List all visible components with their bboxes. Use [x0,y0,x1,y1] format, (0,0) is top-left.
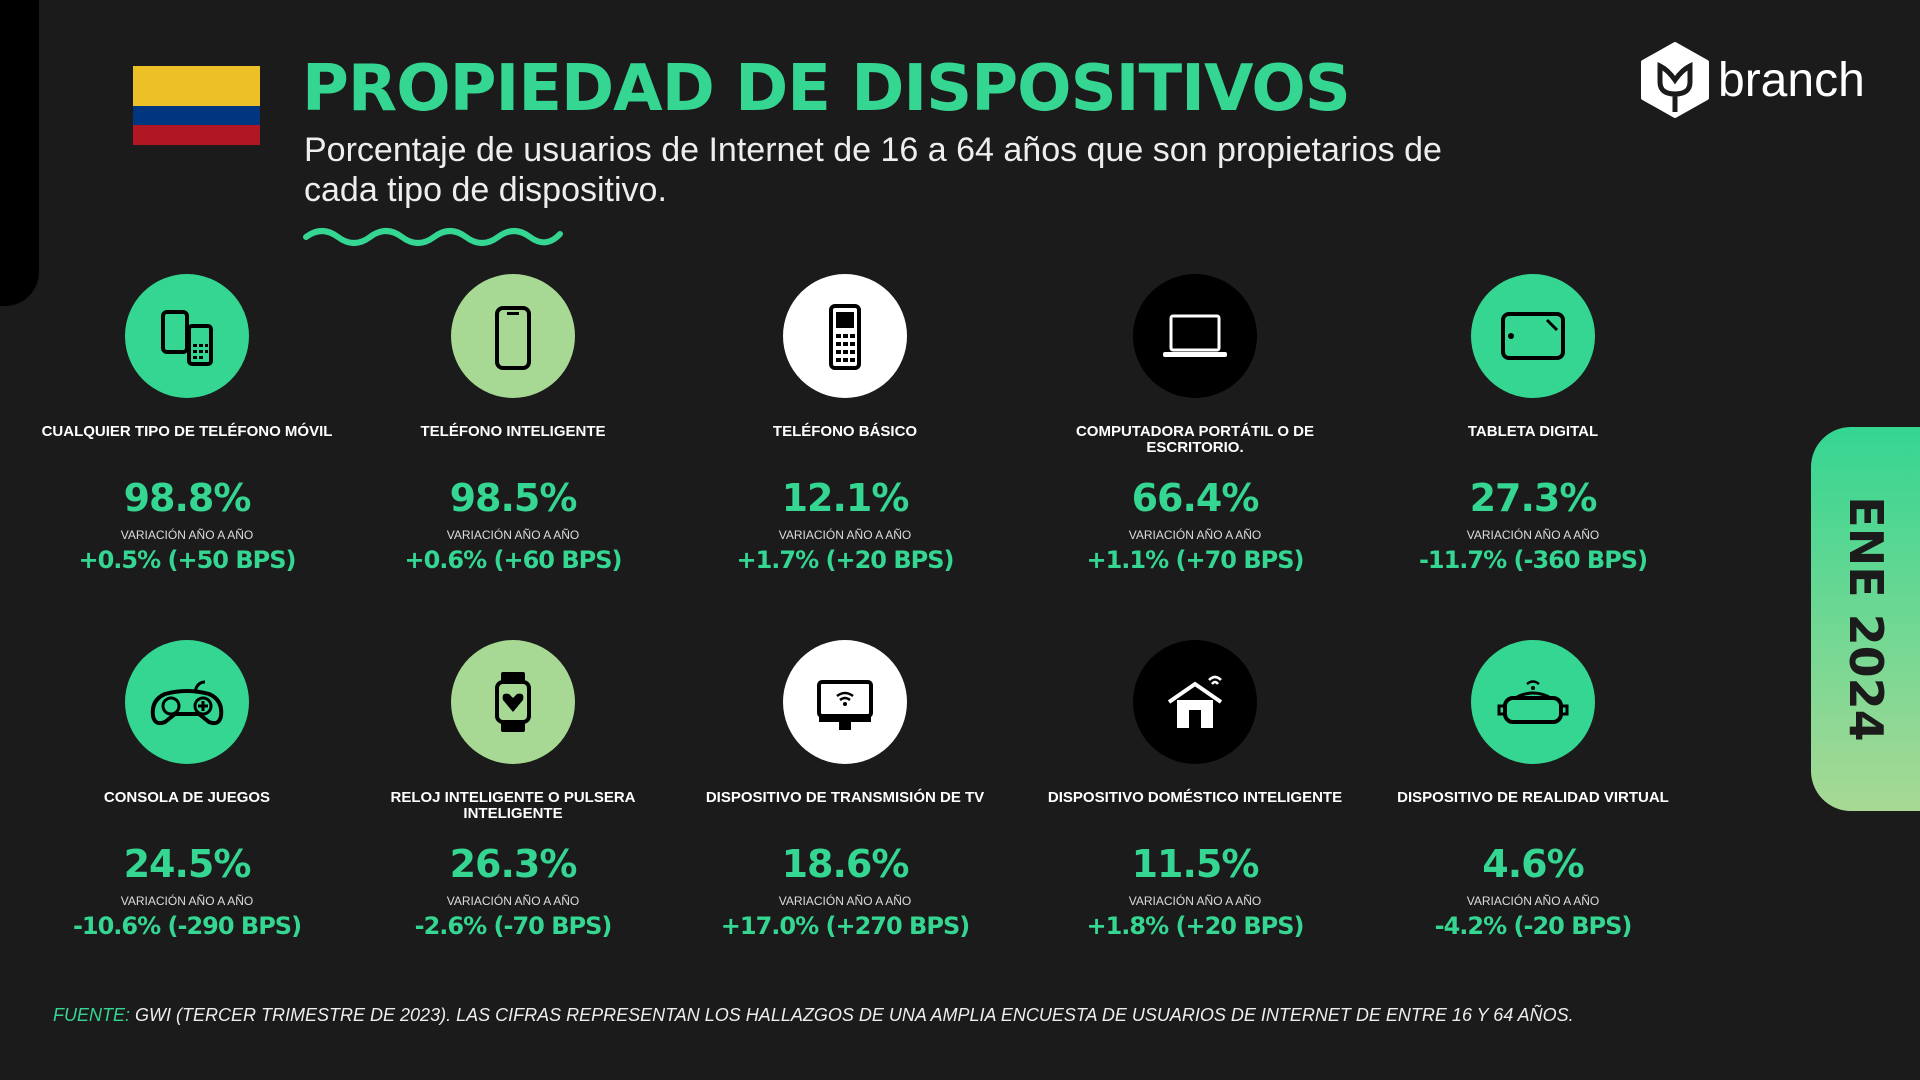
device-percentage: 12.1% [781,476,910,520]
device-percentage: 27.3% [1469,476,1598,520]
device-card: CONSOLA DE JUEGOS 24.5% VARIACIÓN AÑO A … [37,640,337,940]
icon-circle [783,274,907,398]
icon-circle [125,640,249,764]
source-text: GWI (TERCER TRIMESTRE DE 2023). LAS CIFR… [135,1005,1574,1025]
icon-circle [451,640,575,764]
gamepad-icon [150,680,224,726]
feature-phone-icon [829,304,861,370]
branch-logo: branch [1640,42,1865,118]
brand-name: branch [1718,53,1865,107]
page-title: PROPIEDAD DE DISPOSITIVOS [302,52,1351,126]
variation-value: -10.6% (-290 BPS) [72,912,302,940]
device-percentage: 66.4% [1131,476,1260,520]
branch-logo-icon [1641,42,1709,118]
wave-decoration [303,228,563,246]
variation-label: VARIACIÓN AÑO A AÑO [446,528,580,542]
variation-label: VARIACIÓN AÑO A AÑO [778,894,912,908]
variation-value: +17.0% (+270 BPS) [720,912,970,940]
device-percentage: 98.5% [449,476,578,520]
page-subtitle: Porcentaje de usuarios de Internet de 16… [304,131,1442,209]
device-card: TABLETA DIGITAL 27.3% VARIACIÓN AÑO A AÑ… [1383,274,1683,574]
device-card: DISPOSITIVO DOMÉSTICO INTELIGENTE 11.5% … [1045,640,1345,940]
device-label: RELOJ INTELIGENTE O PULSERA INTELIGENTE [390,789,636,822]
variation-label: VARIACIÓN AÑO A AÑO [778,528,912,542]
variation-label: VARIACIÓN AÑO A AÑO [1466,894,1600,908]
device-percentage: 24.5% [123,842,252,886]
device-percentage: 4.6% [1482,842,1584,886]
variation-label: VARIACIÓN AÑO A AÑO [446,894,580,908]
icon-circle [783,640,907,764]
colombia-flag [133,66,260,145]
device-label: TABLETA DIGITAL [1467,423,1599,440]
device-label: TELÉFONO BÁSICO [772,423,918,440]
device-percentage: 18.6% [781,842,910,886]
icon-circle [125,274,249,398]
tv-streaming-icon [817,680,873,730]
device-label: DISPOSITIVO DE TRANSMISIÓN DE TV [705,789,985,806]
variation-value: +1.7% (+20 BPS) [736,546,955,574]
variation-value: +0.5% (+50 BPS) [78,546,297,574]
vr-headset-icon [1497,680,1569,724]
device-card: TELÉFONO INTELIGENTE 98.5% VARIACIÓN AÑO… [363,274,663,574]
device-card: DISPOSITIVO DE TRANSMISIÓN DE TV 18.6% V… [695,640,995,940]
variation-label: VARIACIÓN AÑO A AÑO [120,528,254,542]
icon-circle [451,274,575,398]
variation-value: +1.8% (+20 BPS) [1086,912,1305,940]
variation-value: +1.1% (+70 BPS) [1086,546,1305,574]
icon-circle [1133,640,1257,764]
variation-value: -11.7% (-360 BPS) [1418,546,1648,574]
variation-value: -2.6% (-70 BPS) [414,912,613,940]
device-card: RELOJ INTELIGENTE O PULSERA INTELIGENTE … [363,640,663,940]
icon-circle [1471,274,1595,398]
device-label: CUALQUIER TIPO DE TELÉFONO MÓVIL [41,423,333,440]
variation-label: VARIACIÓN AÑO A AÑO [1128,528,1262,542]
smartwatch-icon [495,672,531,732]
date-label: ENE 2024 [1839,496,1893,742]
device-label: DISPOSITIVO DOMÉSTICO INTELIGENTE [1047,789,1343,806]
source-label: FUENTE: [53,1005,131,1025]
device-card: TELÉFONO BÁSICO 12.1% VARIACIÓN AÑO A AÑ… [695,274,995,574]
device-percentage: 98.8% [123,476,252,520]
smart-home-icon [1167,675,1223,728]
tablet-icon [1501,312,1565,360]
variation-label: VARIACIÓN AÑO A AÑO [1128,894,1262,908]
left-decoration [0,0,39,306]
device-percentage: 26.3% [449,842,578,886]
device-label: DISPOSITIVO DE REALIDAD VIRTUAL [1397,789,1669,806]
laptop-icon [1163,314,1227,357]
device-label: CONSOLA DE JUEGOS [103,789,271,806]
device-percentage: 11.5% [1131,842,1260,886]
variation-value: -4.2% (-20 BPS) [1434,912,1633,940]
icon-circle [1471,640,1595,764]
mobile-phones-icon [161,310,213,366]
date-tab: ENE 2024 [1811,427,1920,811]
device-card: DISPOSITIVO DE REALIDAD VIRTUAL 4.6% VAR… [1383,640,1683,940]
smartphone-icon [495,306,531,370]
device-card: CUALQUIER TIPO DE TELÉFONO MÓVIL 98.8% V… [37,274,337,574]
icon-circle [1133,274,1257,398]
variation-label: VARIACIÓN AÑO A AÑO [120,894,254,908]
variation-value: +0.6% (+60 BPS) [404,546,623,574]
footer-source: FUENTE: GWI (TERCER TRIMESTRE DE 2023). … [53,1005,1574,1026]
device-label: TELÉFONO INTELIGENTE [420,423,606,440]
device-card: COMPUTADORA PORTÁTIL O DE ESCRITORIO. 66… [1045,274,1345,574]
variation-label: VARIACIÓN AÑO A AÑO [1466,528,1600,542]
device-label: COMPUTADORA PORTÁTIL O DE ESCRITORIO. [1075,423,1315,456]
